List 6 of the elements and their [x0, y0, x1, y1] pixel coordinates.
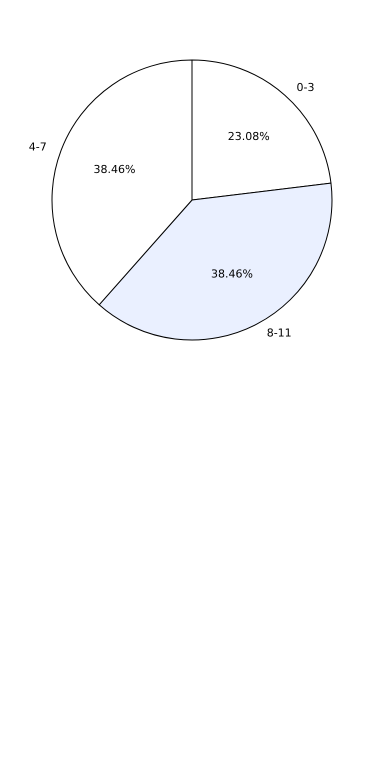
slice-label: 8-11	[266, 326, 292, 340]
data-label: 23.08%	[228, 130, 270, 144]
slice-label: 0-3	[296, 81, 314, 94]
slice-label: 4-7	[28, 140, 47, 154]
data-label: 38.46%	[93, 163, 136, 176]
data-label: 38.46%	[211, 267, 253, 280]
